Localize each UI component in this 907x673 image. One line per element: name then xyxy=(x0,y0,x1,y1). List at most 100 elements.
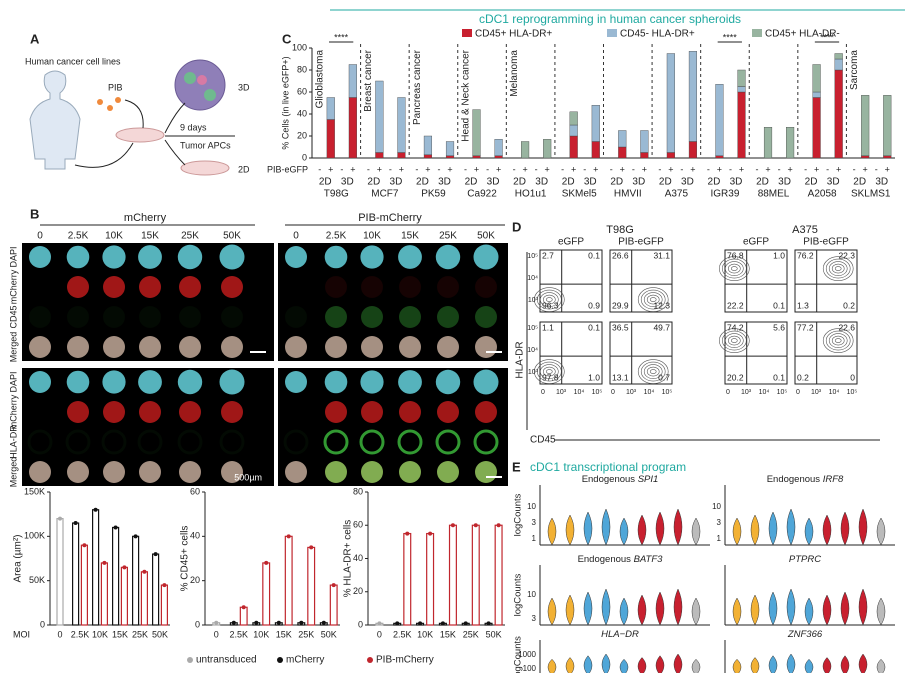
title-gene: PTPRC xyxy=(789,554,821,565)
x-tick-label: 3D xyxy=(778,177,791,188)
row-label: CD45 xyxy=(8,305,18,328)
arrow xyxy=(74,142,134,168)
bar xyxy=(100,562,109,626)
violin xyxy=(583,511,593,546)
spheroid-image xyxy=(285,461,307,483)
contour xyxy=(646,294,660,305)
row-label: PIB-eGFP xyxy=(267,164,308,174)
bar-segment xyxy=(397,152,406,159)
y-tick-label: 1 xyxy=(532,534,537,543)
bar-segment xyxy=(883,95,892,157)
contour xyxy=(533,287,565,312)
y-tick-label: 10 xyxy=(527,502,536,511)
bar-segment xyxy=(618,130,627,148)
bar-segment xyxy=(375,152,384,159)
sign-label: - xyxy=(389,164,392,174)
spheroid xyxy=(174,59,226,111)
legend-label: CD45+ HLA-DR- xyxy=(765,29,840,40)
moi-label: 2.5K xyxy=(68,231,89,242)
bar-segment xyxy=(737,91,746,159)
quadrant-value: 1.3 xyxy=(797,300,809,310)
x-tick-label: 0 xyxy=(57,629,62,639)
contour xyxy=(822,328,854,353)
point xyxy=(153,552,158,557)
x-tick-label: 3D xyxy=(827,177,840,188)
bar-segment xyxy=(666,152,675,159)
x-tick-label: 2D xyxy=(756,177,769,188)
violin xyxy=(750,514,760,546)
bar-segment xyxy=(591,104,600,142)
group-label: MCF7 xyxy=(371,189,399,200)
quadrant-value: 0.7 xyxy=(658,372,670,382)
spheroid-image xyxy=(29,306,51,328)
quadrant-value: 0 xyxy=(850,372,855,382)
x-tick-label: 3D xyxy=(730,177,743,188)
violin xyxy=(804,658,814,673)
spheroid-image xyxy=(473,369,499,395)
spheroid-image xyxy=(435,429,461,455)
bar xyxy=(80,544,89,626)
x-tick-label: 15K xyxy=(276,629,292,639)
y-tick-label: 100 xyxy=(292,42,307,52)
spheroid-image xyxy=(360,245,384,269)
bar-segment xyxy=(737,69,746,87)
sign-label: - xyxy=(729,164,732,174)
bar xyxy=(329,584,338,626)
flow-plot xyxy=(794,249,858,313)
sign-label: - xyxy=(826,164,829,174)
spheroid-image xyxy=(324,370,348,394)
spheroid-image xyxy=(399,336,421,358)
y-tick-label: 10⁴ xyxy=(527,275,538,282)
legend-swatch xyxy=(752,29,762,37)
spheroid-image xyxy=(221,401,243,423)
spheroid-image xyxy=(65,429,91,455)
sign-label: + xyxy=(739,164,744,174)
contour xyxy=(539,292,559,307)
sign-label: - xyxy=(875,164,878,174)
point xyxy=(418,621,423,626)
arrow xyxy=(164,102,186,166)
spheroid-image xyxy=(179,401,201,423)
group-label: IGR39 xyxy=(711,189,740,200)
group-label: HMVII xyxy=(614,189,642,200)
x-tick-label: 0 xyxy=(796,389,800,396)
contour xyxy=(718,256,750,281)
spheroid-image xyxy=(361,306,383,328)
row-label: Merged xyxy=(8,332,18,363)
y-tick-label: 60 xyxy=(297,86,307,96)
point xyxy=(58,516,62,521)
sign-label: + xyxy=(377,164,382,174)
bar-segment xyxy=(445,141,455,157)
spheroid-image xyxy=(437,276,459,298)
contour xyxy=(542,294,556,305)
group-label: A375 xyxy=(665,189,689,200)
spheroid-image xyxy=(285,336,307,358)
x-tick-label: 10⁴ xyxy=(759,389,770,396)
spheroid-image xyxy=(219,429,245,455)
spheroid-image xyxy=(399,306,421,328)
violin xyxy=(786,508,796,546)
title-gene: SPI1 xyxy=(638,474,659,485)
bar-segment xyxy=(688,51,698,142)
moi-label: 25K xyxy=(439,231,457,242)
y-axis-label: logCounts xyxy=(513,573,524,616)
sign-label: - xyxy=(464,164,467,174)
spheroid-image xyxy=(29,461,51,483)
spheroid-image xyxy=(67,276,89,298)
bar xyxy=(71,522,80,626)
group-title: mCherry xyxy=(124,212,167,224)
bar-segment xyxy=(834,58,843,71)
contour xyxy=(828,261,848,276)
x-tick-label: 25K xyxy=(463,629,479,639)
y-axis-label: Area (µm²) xyxy=(13,535,24,583)
sample-title: A375 xyxy=(792,224,818,236)
group-label: PK59 xyxy=(421,189,446,200)
sign-label: - xyxy=(561,164,564,174)
moi-label: 50K xyxy=(223,231,241,242)
y-tick-label: 0 xyxy=(40,619,45,629)
legend-label: PIB-mCherry xyxy=(376,655,434,666)
sign-label: - xyxy=(853,164,856,174)
legend-marker xyxy=(367,657,373,663)
bar-segment xyxy=(688,141,698,159)
spheroid-image xyxy=(221,461,243,483)
